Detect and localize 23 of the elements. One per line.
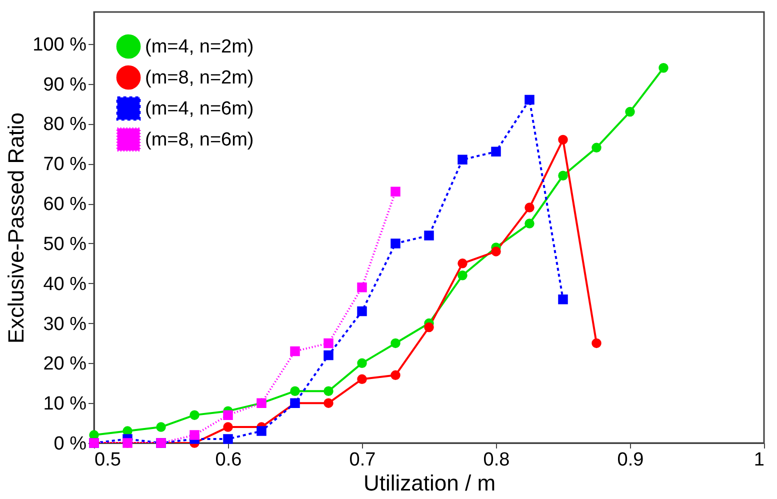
y-tick-label: 30 % (43, 314, 87, 335)
x-tick-label: 0.7 (349, 450, 376, 470)
x-tick-label: 0.6 (215, 450, 242, 470)
y-tick-label: 40 % (43, 274, 87, 295)
y-axis-title: Exclusive-Passed Ratio (4, 112, 29, 344)
legend-label: (m=4, n=6m) (145, 98, 254, 120)
y-tick-label: 60 % (43, 194, 87, 216)
legend-label: (m=8, n=6m) (145, 130, 254, 150)
x-axis-title: Utilization / m (363, 470, 496, 496)
x-tick-label: 0.9 (617, 450, 644, 470)
legend-label: (m=8, n=2m) (145, 68, 254, 88)
y-tick-label: 0 % (54, 434, 87, 454)
y-tick-label: 20 % (43, 354, 87, 375)
y-tick-label: 50 % (43, 234, 87, 255)
x-tick-label: 0.5 (94, 450, 121, 470)
x-tick-label: 1 (754, 450, 764, 470)
y-tick-label: 70 % (43, 154, 87, 176)
y-tick-label: 80 % (43, 114, 87, 136)
y-tick-label: 90 % (43, 74, 87, 96)
x-tick-label: 0.8 (483, 450, 510, 470)
y-tick-label: 10 % (43, 394, 87, 415)
y-tick-label: 100 % (32, 34, 87, 56)
legend-label: (m=4, n=2m) (145, 36, 254, 58)
